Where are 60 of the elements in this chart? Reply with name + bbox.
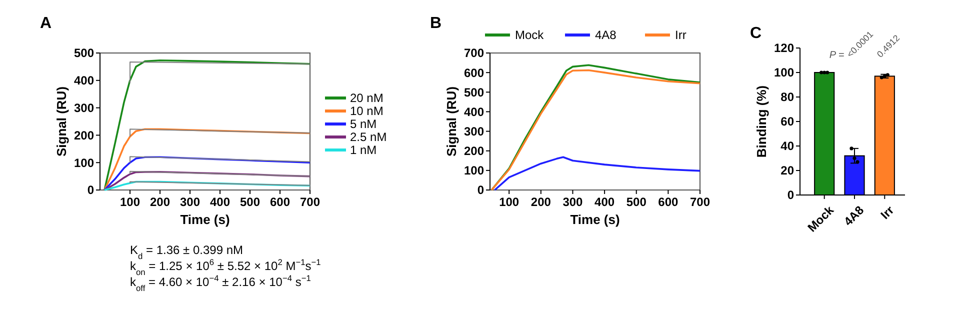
y-tick-label: 500 [74, 46, 94, 60]
x-tick-label: 300 [562, 195, 584, 209]
chart-title: A [40, 15, 52, 32]
x-tick-label: 100 [120, 195, 140, 209]
y-tick-label: 100 [464, 164, 484, 178]
y-tick-label: 600 [464, 66, 484, 80]
line-series [104, 171, 311, 191]
line-series [104, 60, 311, 191]
chart-title: B [430, 15, 442, 32]
legend-label: Mock [515, 28, 545, 42]
line-series [104, 156, 311, 191]
y-tick-label: 40 [780, 139, 794, 154]
y-tick-label: 20 [780, 164, 794, 178]
y-tick-label: 500 [464, 85, 484, 100]
x-tick-label: 600 [270, 195, 290, 209]
y-axis-title: Signal (RU) [444, 86, 459, 157]
x-axis-title: Time (s) [180, 212, 230, 227]
x-tick-label: 500 [626, 195, 647, 209]
x-tick-label: 100 [499, 195, 520, 209]
legend-label: Irr [675, 28, 686, 42]
line-series [104, 128, 311, 191]
x-tick-label: 200 [530, 195, 552, 209]
y-tick-label: 0 [477, 183, 484, 198]
y-tick-label: 200 [464, 144, 484, 158]
legend-label: 5 nM [350, 117, 377, 132]
y-tick-label: 60 [780, 114, 794, 129]
legend-label: 20 nM [350, 91, 384, 106]
line-series [494, 156, 701, 191]
y-axis-title: Binding (%) [754, 85, 769, 158]
x-tick-label: 4A8 [841, 202, 867, 229]
y-axis-title: Signal (RU) [54, 86, 69, 157]
x-tick-label: Irr [878, 202, 897, 222]
y-tick-label: 100 [774, 66, 794, 80]
chart-title: C [750, 25, 762, 42]
legend-label: 10 nM [350, 104, 384, 118]
y-tick-label: 400 [74, 74, 94, 88]
y-tick-label: 80 [780, 90, 794, 104]
y-tick-label: 300 [464, 124, 484, 138]
x-tick-label: 200 [150, 195, 170, 209]
x-axis-title: Time (s) [570, 212, 620, 227]
y-tick-label: 100 [74, 156, 94, 170]
x-tick-label: 600 [658, 195, 679, 209]
x-tick-label: 300 [180, 195, 200, 209]
y-tick-label: 200 [74, 128, 94, 142]
y-tick-label: 120 [774, 41, 794, 56]
x-tick-label: 700 [300, 195, 320, 209]
annotation: P = [829, 50, 844, 61]
y-tick-label: 300 [74, 101, 94, 115]
y-tick-label: 0 [787, 188, 794, 202]
x-tick-label: 700 [690, 195, 710, 209]
line-series [104, 180, 311, 191]
y-tick-label: 700 [464, 46, 484, 60]
x-tick-label: 500 [240, 195, 260, 209]
y-tick-label: 400 [464, 104, 484, 119]
legend-label: 1 nM [350, 143, 377, 158]
y-tick-label: 0 [87, 183, 94, 198]
legend-label: 4A8 [595, 28, 617, 42]
x-tick-label: 400 [210, 195, 230, 209]
x-tick-label: 400 [594, 195, 615, 209]
legend-label: 2.5 nM [350, 130, 387, 144]
